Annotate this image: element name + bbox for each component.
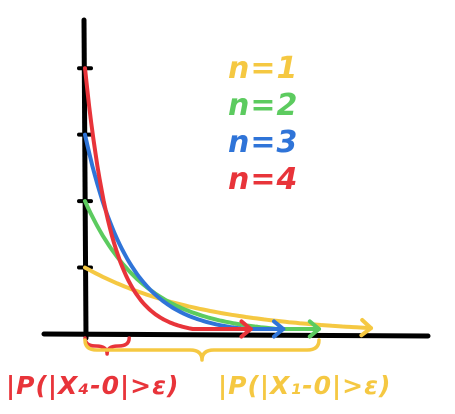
brace-yellow bbox=[85, 340, 319, 360]
x-axis bbox=[44, 334, 428, 336]
curve-n-4 bbox=[85, 68, 251, 329]
annotation-yellow-label: |P(|X₁-0|>ε) bbox=[218, 371, 391, 400]
legend-label-n-4: n=4 bbox=[228, 162, 298, 197]
legend: n=1n=2n=3n=4 bbox=[228, 51, 298, 197]
annotations: |P(|X₄-0|>ε) |P(|X₁-0|>ε) bbox=[6, 338, 391, 400]
legend-label-n-2: n=2 bbox=[228, 88, 298, 123]
legend-label-n-3: n=3 bbox=[228, 125, 298, 160]
legend-label-n-1: n=1 bbox=[228, 51, 298, 86]
annotation-red-label: |P(|X₄-0|>ε) bbox=[6, 371, 179, 400]
